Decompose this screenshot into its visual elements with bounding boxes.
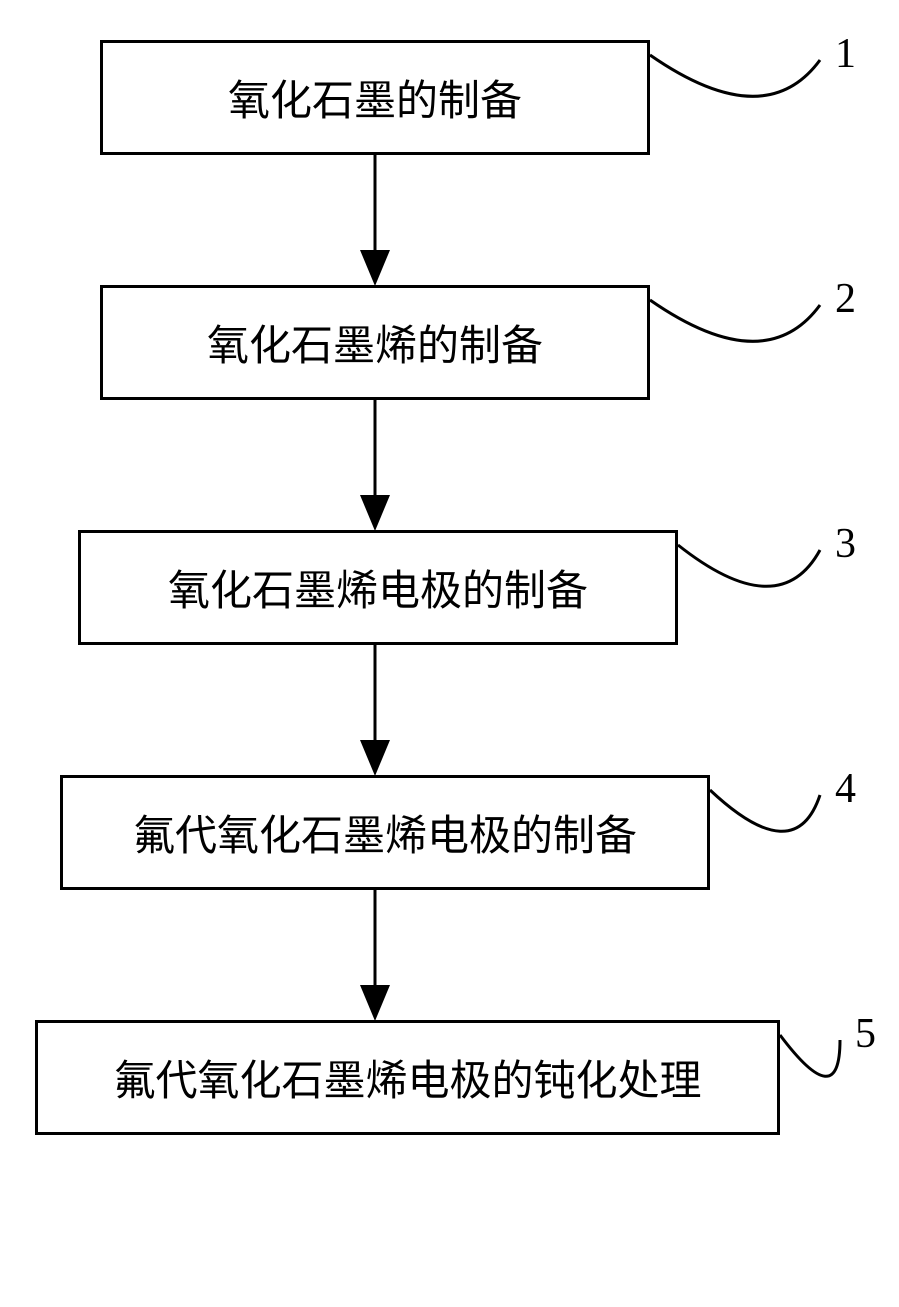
flow-step-label: 氧化石墨的制备 bbox=[228, 67, 522, 128]
flow-step-number: 4 bbox=[835, 765, 856, 813]
step-curve bbox=[710, 790, 820, 831]
step-curve bbox=[678, 545, 820, 586]
flow-step-number: 5 bbox=[855, 1010, 876, 1058]
flow-step-box: 氧化石墨烯电极的制备 bbox=[78, 530, 678, 645]
flow-step-box: 氟代氧化石墨烯电极的制备 bbox=[60, 775, 710, 890]
flow-step-box: 氟代氧化石墨烯电极的钝化处理 bbox=[35, 1020, 780, 1135]
flow-step-box: 氧化石墨烯的制备 bbox=[100, 285, 650, 400]
flow-step-label: 氟代氧化石墨烯电极的制备 bbox=[133, 802, 637, 863]
flow-step-number: 1 bbox=[835, 30, 856, 78]
flow-step-label: 氟代氧化石墨烯电极的钝化处理 bbox=[113, 1047, 701, 1108]
flow-step-number: 2 bbox=[835, 275, 856, 323]
step-curve bbox=[780, 1035, 840, 1076]
flow-step-label: 氧化石墨烯的制备 bbox=[207, 312, 543, 373]
flow-step-label: 氧化石墨烯电极的制备 bbox=[168, 557, 588, 618]
step-curve bbox=[650, 55, 820, 96]
flow-step-number: 3 bbox=[835, 520, 856, 568]
step-curve bbox=[650, 300, 820, 341]
flow-step-box: 氧化石墨的制备 bbox=[100, 40, 650, 155]
